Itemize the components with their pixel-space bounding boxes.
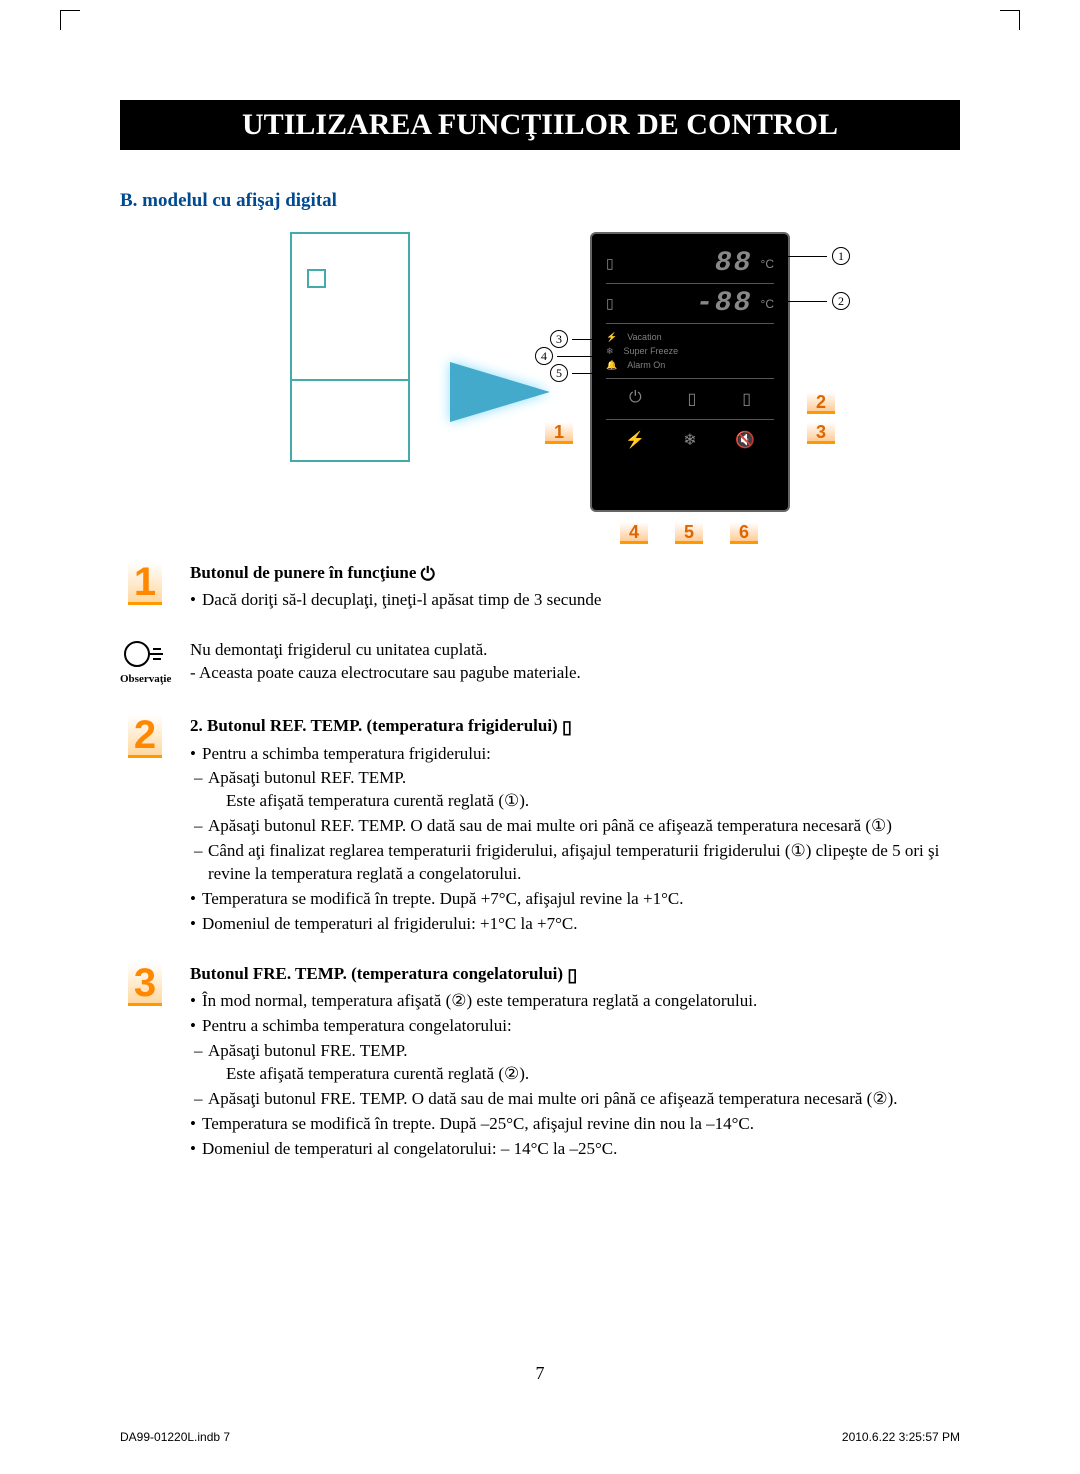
orange-2: 2 xyxy=(807,392,835,414)
power-icon: ⏻ xyxy=(421,564,435,584)
mode-icon: 🔔 xyxy=(606,358,617,372)
s2-d1: Apăsaţi butonul REF. TEMP. xyxy=(208,768,406,787)
control-panel: ▯ 88 °C ▯ -88 °C ⚡ Vacation ❄ Super Freeze… xyxy=(590,232,790,512)
plug-icon xyxy=(123,639,167,669)
freezer-icon: ▯ xyxy=(567,965,577,985)
s3-b1: În mod normal, temperatura afişată (②) e… xyxy=(190,990,960,1013)
section1-title: Butonul de punere în funcţiune xyxy=(190,563,416,582)
section-num-3: 3 xyxy=(128,963,162,1006)
orange-5: 5 xyxy=(675,522,703,544)
fridge-icon: ▯ xyxy=(562,717,572,737)
orange-1: 1 xyxy=(545,422,573,444)
s2-d1b: Este afişată temperatura curentă reglată… xyxy=(208,790,960,813)
section-num-2: 2 xyxy=(128,715,162,758)
unit-label-2: °C xyxy=(761,297,774,311)
vacation-btn-icon: ⚡ xyxy=(625,430,645,450)
obs-line1: Nu demontaţi frigiderul cu unitatea cupl… xyxy=(190,639,960,662)
s2-b2: Temperatura se modifică în trepte. După … xyxy=(190,888,960,911)
unit-label: °C xyxy=(761,257,774,271)
s2-d2: Apăsaţi butonul REF. TEMP. O dată sau de… xyxy=(190,815,960,838)
mode-icon: ⚡ xyxy=(606,330,617,344)
snow-btn-icon: ❄ xyxy=(683,430,696,450)
fridge-icon: ▯ xyxy=(606,255,620,272)
freezer-btn-icon: ▯ xyxy=(742,389,751,409)
power-icon: ⏻ xyxy=(629,389,642,409)
fridge-btn-icon: ▯ xyxy=(688,389,697,409)
orange-6: 6 xyxy=(730,522,758,544)
control-panel-wrap: ▯ 88 °C ▯ -88 °C ⚡ Vacation ❄ Super Freeze… xyxy=(590,232,790,512)
s3-b3: Temperatura se modifică în trepte. După … xyxy=(190,1113,960,1136)
section-1: 1 Butonul de punere în funcţiune ⏻ Dacă … xyxy=(120,562,960,614)
s2-b1: Pentru a schimba temperatura frigiderulu… xyxy=(190,743,960,766)
page-number: 7 xyxy=(0,1363,1080,1384)
fridge-outline xyxy=(290,232,410,462)
section-3: 3 Butonul FRE. TEMP. (temperatura congel… xyxy=(120,963,960,1163)
s3-b2: Pentru a schimba temperatura congelatoru… xyxy=(190,1015,960,1038)
s3-b4: Domeniul de temperaturi al congelatorulu… xyxy=(190,1138,960,1161)
freezer-temp-display: -88 xyxy=(628,288,753,319)
callout-2: 2 xyxy=(832,292,850,310)
diagram: ▯ 88 °C ▯ -88 °C ⚡ Vacation ❄ Super Freeze… xyxy=(120,232,960,512)
section-subhead: B. modelul cu afişaj digital xyxy=(120,190,960,212)
callout-4: 4 xyxy=(535,347,553,365)
callout-1: 1 xyxy=(832,247,850,265)
observation-label: Observaţie xyxy=(120,673,170,685)
arrow-icon xyxy=(450,362,550,422)
section3-title: Butonul FRE. TEMP. (temperatura congelat… xyxy=(190,964,563,983)
orange-4: 4 xyxy=(620,522,648,544)
fridge-temp-display: 88 xyxy=(628,248,753,279)
s2-b3: Domeniul de temperaturi al frigiderului:… xyxy=(190,913,960,936)
freezer-icon: ▯ xyxy=(606,295,620,312)
footer-left: DA99-01220L.indb 7 xyxy=(120,1430,230,1444)
s3-d1b: Este afişată temperatura curentă reglată… xyxy=(208,1063,960,1086)
mode-vacation: Vacation xyxy=(627,330,661,344)
section2-title: 2. Butonul REF. TEMP. (temperatura frigi… xyxy=(190,716,558,735)
observation-block: Observaţie Nu demontaţi frigiderul cu un… xyxy=(120,639,960,685)
footer-right: 2010.6.22 3:25:57 PM xyxy=(842,1430,960,1444)
s3-d2: Apăsaţi butonul FRE. TEMP. O dată sau de… xyxy=(190,1088,960,1111)
callout-5: 5 xyxy=(550,364,568,382)
mode-alarm: Alarm On xyxy=(627,358,665,372)
mode-superfreeze: Super Freeze xyxy=(624,344,679,358)
sound-btn-icon: 🔇 xyxy=(735,430,755,450)
mode-icon: ❄ xyxy=(606,344,614,358)
section1-bullet: Dacă doriţi să-l decuplaţi, ţineţi-l apă… xyxy=(190,589,960,612)
section-2: 2 2. Butonul REF. TEMP. (temperatura fri… xyxy=(120,715,960,938)
orange-3: 3 xyxy=(807,422,835,444)
callout-3: 3 xyxy=(550,330,568,348)
section-num-1: 1 xyxy=(128,562,162,605)
s2-d3: Când aţi finalizat reglarea temperaturii… xyxy=(190,840,960,886)
obs-line2: - Aceasta poate cauza electrocutare sau … xyxy=(190,662,960,685)
s3-d1: Apăsaţi butonul FRE. TEMP. xyxy=(208,1041,407,1060)
page-title: UTILIZAREA FUNCŢIILOR DE CONTROL xyxy=(120,100,960,150)
